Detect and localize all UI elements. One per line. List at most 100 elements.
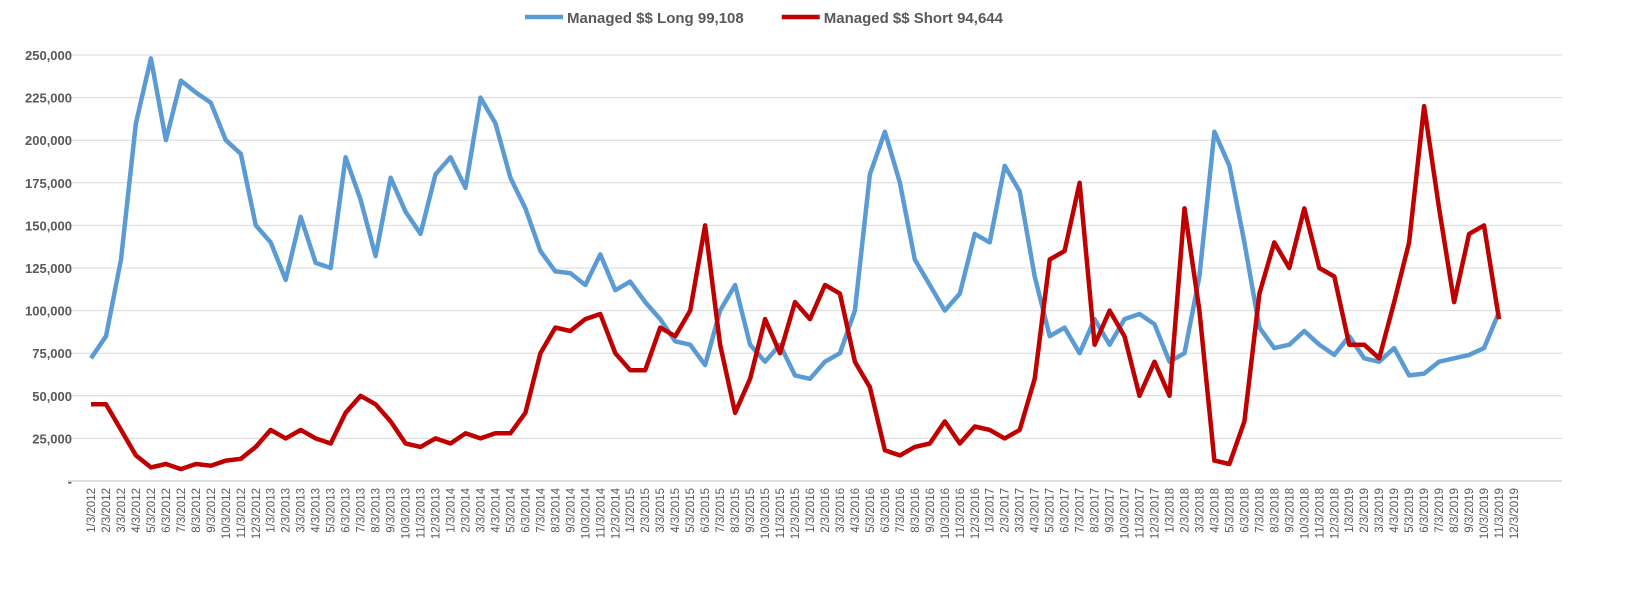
x-tick-label: 9/3/2018 xyxy=(1284,488,1296,533)
x-tick-label: 5/3/2019 xyxy=(1404,488,1416,533)
y-tick-label: 150,000 xyxy=(25,218,72,233)
x-tick-label: 6/3/2012 xyxy=(161,488,173,533)
x-tick-label: 1/3/2016 xyxy=(805,488,817,533)
x-tick-label: 12/3/2017 xyxy=(1150,488,1162,539)
x-tick-label: 11/3/2019 xyxy=(1494,488,1506,538)
y-tick-label: 250,000 xyxy=(25,48,72,63)
y-tick-label: 100,000 xyxy=(25,304,72,319)
x-tick-label: 2/3/2014 xyxy=(460,487,472,532)
x-tick-label: 5/3/2012 xyxy=(146,488,158,533)
x-tick-label: 6/3/2018 xyxy=(1239,488,1251,533)
y-tick-label: 125,000 xyxy=(25,261,72,276)
x-tick-label: 4/3/2016 xyxy=(850,488,862,533)
x-tick-label: 9/3/2019 xyxy=(1464,488,1476,533)
x-tick-label: 10/3/2015 xyxy=(760,488,772,539)
series-line xyxy=(91,103,1502,472)
x-tick-label: 12/3/2012 xyxy=(251,488,263,539)
x-tick-label: 9/3/2012 xyxy=(206,488,218,533)
series-line xyxy=(89,56,1502,382)
x-tick-label: 6/3/2015 xyxy=(700,488,712,533)
y-tick-label: 50,000 xyxy=(32,389,72,404)
x-tick-label: 12/3/2013 xyxy=(431,488,443,539)
x-tick-label: 10/3/2014 xyxy=(580,487,592,539)
x-tick-label: 4/3/2018 xyxy=(1209,488,1221,533)
x-tick-label: 7/3/2019 xyxy=(1434,488,1446,533)
x-tick-label: 7/3/2018 xyxy=(1254,488,1266,533)
x-tick-label: 3/3/2016 xyxy=(835,488,847,533)
x-tick-label: 4/3/2019 xyxy=(1389,488,1401,533)
x-tick-label: 10/3/2017 xyxy=(1120,488,1132,539)
x-tick-label: 10/3/2019 xyxy=(1479,488,1491,539)
y-tick-label: 175,000 xyxy=(25,176,72,191)
x-tick-label: 11/3/2017 xyxy=(1135,488,1147,538)
x-tick-label: 2/3/2013 xyxy=(281,488,293,533)
x-tick-label: 5/3/2016 xyxy=(865,488,877,533)
x-tick-label: 6/3/2013 xyxy=(341,488,353,533)
y-tick-label: 25,000 xyxy=(32,431,72,446)
x-tick-label: 3/3/2015 xyxy=(655,488,667,533)
x-tick-label: 2/3/2019 xyxy=(1359,488,1371,533)
x-tick-label: 10/3/2012 xyxy=(221,488,233,539)
x-tick-label: 2/3/2018 xyxy=(1179,488,1191,533)
x-tick-label: 12/3/2019 xyxy=(1509,488,1521,539)
x-tick-label: 12/3/2014 xyxy=(610,487,622,539)
x-tick-label: 1/3/2015 xyxy=(625,488,637,533)
x-tick-label: 3/3/2019 xyxy=(1374,488,1386,533)
x-tick-label: 4/3/2013 xyxy=(311,488,323,533)
x-tick-label: 5/3/2014 xyxy=(505,487,517,532)
x-tick-label: 2/3/2012 xyxy=(101,488,113,533)
x-tick-label: 8/3/2019 xyxy=(1449,488,1461,533)
x-tick-label: 3/3/2012 xyxy=(116,488,128,533)
x-tick-label: 5/3/2013 xyxy=(326,488,338,533)
x-tick-label: 4/3/2015 xyxy=(670,488,682,533)
x-tick-label: 10/3/2016 xyxy=(940,488,952,539)
x-tick-label: 7/3/2015 xyxy=(715,488,727,533)
x-tick-label: 4/3/2017 xyxy=(1030,488,1042,533)
x-tick-label: 6/3/2017 xyxy=(1060,488,1072,533)
x-tick-label: 11/3/2018 xyxy=(1314,488,1326,538)
x-tick-label: 9/3/2015 xyxy=(745,488,757,533)
legend-label: Managed $$ Short 94,644 xyxy=(824,10,1004,27)
x-tick-label: 11/3/2013 xyxy=(416,488,428,538)
x-tick-label: 12/3/2015 xyxy=(790,488,802,539)
x-tick-label: 6/3/2014 xyxy=(520,487,532,532)
x-tick-label: 1/3/2018 xyxy=(1164,488,1176,533)
x-tick-label: 2/3/2015 xyxy=(640,488,652,533)
x-tick-label: 10/3/2013 xyxy=(401,488,413,539)
x-tick-label: 7/3/2017 xyxy=(1075,488,1087,533)
y-tick-label: 225,000 xyxy=(25,91,72,106)
x-tick-label: 9/3/2016 xyxy=(925,488,937,533)
x-tick-label: 1/3/2019 xyxy=(1344,488,1356,533)
x-tick-label: 2/3/2016 xyxy=(820,488,832,533)
x-tick-label: 3/3/2014 xyxy=(475,487,487,532)
x-tick-label: 8/3/2016 xyxy=(910,488,922,533)
x-tick-label: 1/3/2014 xyxy=(445,487,457,532)
x-tick-label: 11/3/2016 xyxy=(955,488,967,538)
x-tick-label: 11/3/2012 xyxy=(236,488,248,538)
x-tick-label: 3/3/2018 xyxy=(1194,488,1206,533)
x-tick-label: 5/3/2015 xyxy=(685,488,697,533)
x-tick-label: 1/3/2013 xyxy=(266,488,278,533)
x-tick-label: 12/3/2018 xyxy=(1329,488,1341,539)
x-tick-label: 3/3/2013 xyxy=(296,488,308,533)
x-tick-label: 9/3/2014 xyxy=(565,487,577,532)
x-tick-label: 9/3/2013 xyxy=(386,488,398,533)
y-tick-label: 75,000 xyxy=(32,346,72,361)
x-tick-label: 12/3/2016 xyxy=(970,488,982,539)
x-tick-label: 6/3/2016 xyxy=(880,488,892,533)
x-tick-label: 8/3/2018 xyxy=(1269,488,1281,533)
x-tick-label: 1/3/2017 xyxy=(985,488,997,533)
x-tick-label: 2/3/2017 xyxy=(1000,488,1012,533)
x-tick-label: 4/3/2012 xyxy=(131,488,143,533)
x-tick-label: 9/3/2017 xyxy=(1105,488,1117,533)
x-tick-label: 4/3/2014 xyxy=(490,487,502,532)
legend-label: Managed $$ Long 99,108 xyxy=(567,10,744,27)
x-tick-label: 8/3/2017 xyxy=(1090,488,1102,533)
x-tick-label: 8/3/2013 xyxy=(371,488,383,533)
x-tick-label: 7/3/2014 xyxy=(535,487,547,532)
x-tick-label: 3/3/2017 xyxy=(1015,488,1027,533)
x-tick-label: 7/3/2013 xyxy=(356,488,368,533)
y-tick-label: 200,000 xyxy=(25,133,72,148)
x-tick-label: 5/3/2018 xyxy=(1224,488,1236,533)
